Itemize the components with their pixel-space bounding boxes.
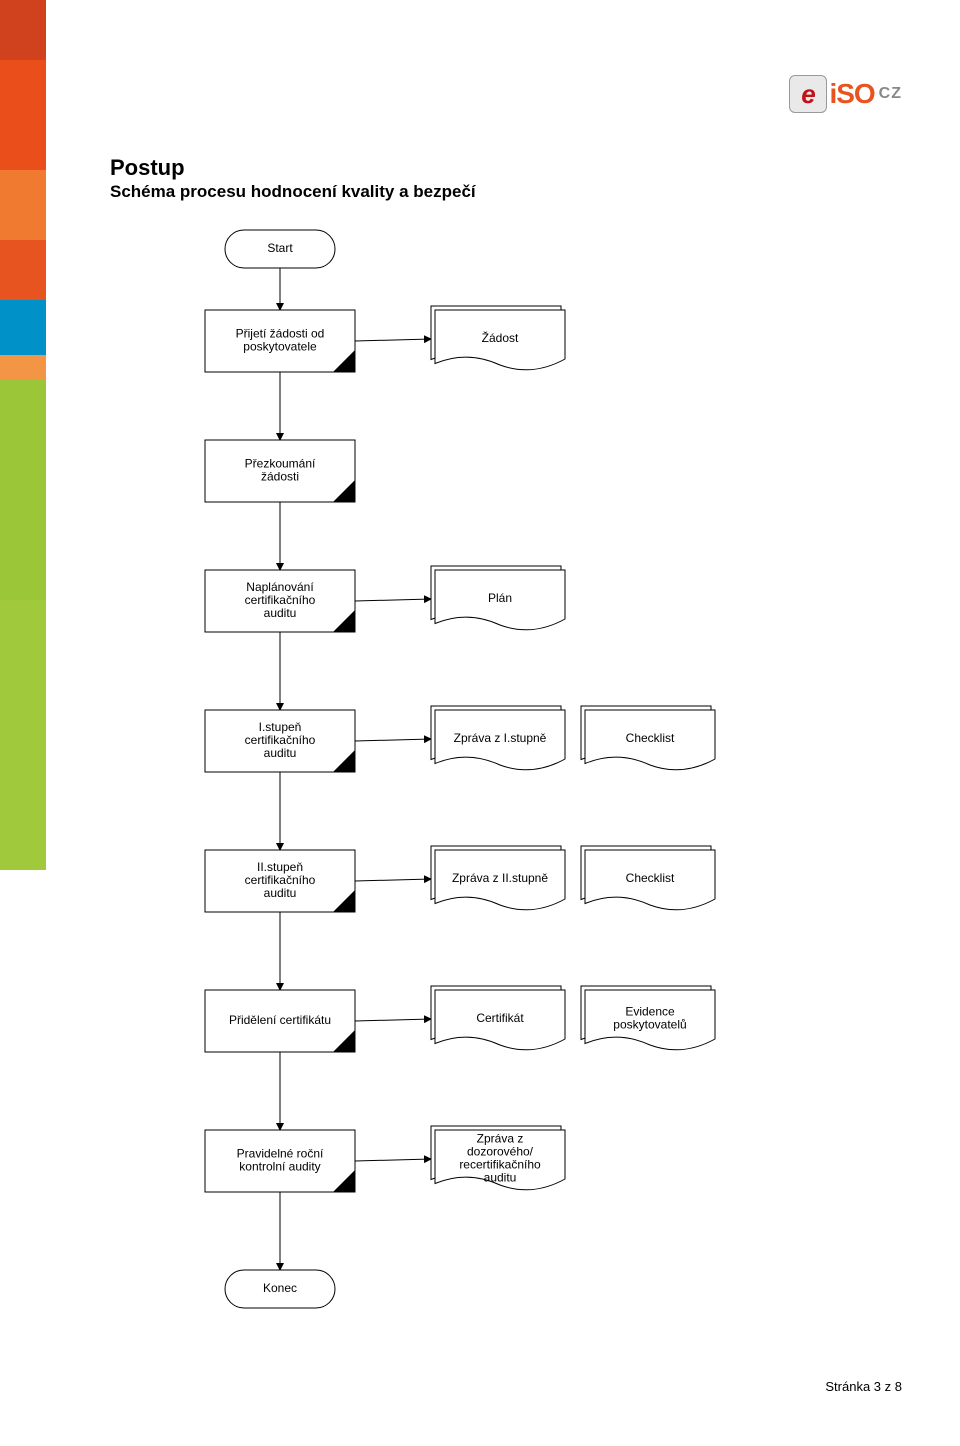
svg-text:certifikačního: certifikačního: [245, 733, 316, 747]
stripe-segment: [0, 355, 46, 380]
svg-text:Zpráva z I.stupně: Zpráva z I.stupně: [454, 731, 547, 745]
logo-e-text: e: [801, 79, 815, 110]
svg-text:recertifikačního: recertifikačního: [459, 1158, 541, 1172]
svg-text:Konec: Konec: [263, 1281, 297, 1295]
page-footer: Stránka 3 z 8: [825, 1379, 902, 1394]
stripe-segment: [0, 240, 46, 300]
svg-text:dozorového/: dozorového/: [467, 1145, 534, 1159]
svg-text:Start: Start: [267, 241, 293, 255]
svg-text:auditu: auditu: [484, 1171, 517, 1185]
svg-text:Evidence: Evidence: [625, 1005, 675, 1019]
stripe-segment: [0, 300, 46, 355]
svg-text:auditu: auditu: [264, 606, 297, 620]
flowchart-diagram: Start Přijetí žádosti odposkytovatele Žádo…: [110, 210, 810, 1360]
stripe-segment: [0, 60, 46, 170]
svg-text:Přezkoumání: Přezkoumání: [245, 457, 316, 471]
svg-text:auditu: auditu: [264, 746, 297, 760]
page-heading: Postup: [110, 155, 185, 181]
svg-text:certifikačního: certifikačního: [245, 593, 316, 607]
logo: e iSO CZ: [789, 75, 902, 113]
stripe-segment: [0, 170, 46, 240]
stripe-segment: [0, 600, 46, 870]
svg-text:Zpráva z II.stupně: Zpráva z II.stupně: [452, 871, 548, 885]
svg-text:Přidělení certifikátu: Přidělení certifikátu: [229, 1013, 331, 1027]
svg-text:Zpráva z: Zpráva z: [477, 1132, 524, 1146]
svg-text:Certifikát: Certifikát: [476, 1011, 524, 1025]
logo-e-badge: e: [789, 75, 827, 113]
svg-text:Checklist: Checklist: [626, 871, 675, 885]
page-subheading: Schéma procesu hodnocení kvality a bezpe…: [110, 182, 476, 202]
stripe-segment: [0, 0, 46, 60]
svg-text:certifikačního: certifikačního: [245, 873, 316, 887]
svg-text:žádosti: žádosti: [261, 470, 299, 484]
svg-text:Žádost: Žádost: [482, 330, 519, 345]
svg-text:Plán: Plán: [488, 591, 512, 605]
svg-text:Přijetí žádosti od: Přijetí žádosti od: [236, 327, 325, 341]
svg-text:poskytovatele: poskytovatele: [243, 340, 317, 354]
left-color-stripe: [0, 0, 46, 870]
svg-text:Naplánování: Naplánování: [246, 580, 314, 594]
stripe-segment: [0, 380, 46, 600]
logo-cz-text: CZ: [879, 85, 902, 103]
svg-text:II.stupeň: II.stupeň: [257, 860, 303, 874]
svg-text:Checklist: Checklist: [626, 731, 675, 745]
svg-text:Pravidelné roční: Pravidelné roční: [237, 1147, 324, 1161]
svg-text:auditu: auditu: [264, 886, 297, 900]
logo-iso-text: iSO: [829, 78, 874, 110]
svg-text:I.stupeň: I.stupeň: [259, 720, 302, 734]
svg-text:poskytovatelů: poskytovatelů: [613, 1018, 686, 1032]
svg-text:kontrolní audity: kontrolní audity: [239, 1160, 320, 1174]
